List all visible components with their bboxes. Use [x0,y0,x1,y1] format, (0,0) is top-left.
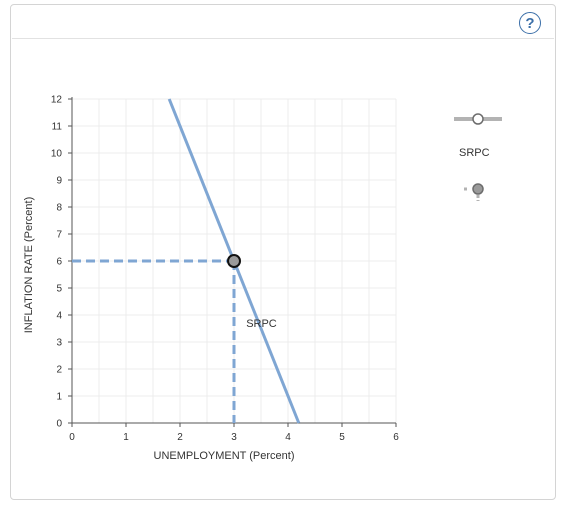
y-tick-label: 12 [51,95,63,106]
y-tick-label: 7 [56,230,62,241]
y-tick-label: 4 [56,311,62,322]
y-tick-label: 1 [56,392,62,403]
y-tick-label: 8 [56,203,62,214]
graph-panel [10,4,556,500]
y-tick-label: 11 [52,122,63,133]
y-axis-title: INFLATION RATE (Percent) [23,197,35,334]
point-drawing-tool[interactable] [462,180,492,202]
y-tick-label: 9 [56,176,62,187]
question-icon: ? [525,14,535,32]
y-tick-label: 10 [51,149,63,160]
help-button[interactable]: ? [519,12,541,34]
y-tick-label: 5 [56,284,62,295]
y-tick-label: 6 [56,257,62,268]
x-tick-label: 3 [231,432,237,443]
x-tick-label: 2 [177,432,183,443]
line-tool-label: SRPC [459,147,490,159]
y-tick-label: 3 [56,338,62,349]
y-tick-label: 0 [56,419,62,430]
line-drawing-tool[interactable] [452,111,504,127]
x-tick-label: 4 [285,432,291,443]
x-tick-labels: 0 1 2 3 4 5 6 [69,423,399,443]
y-tick-label: 2 [56,365,62,376]
grid [71,98,397,424]
panel-divider [12,38,554,39]
dashed-guides [72,259,236,423]
x-axis-title: UNEMPLOYMENT (Percent) [154,450,295,462]
x-tick-label: 1 [123,432,129,443]
x-tick-label: 6 [393,432,399,443]
point-tool-icon [464,183,484,201]
srpc-curve-label: SRPC [246,318,277,330]
line-tool-icon [454,113,502,125]
x-tick-label: 0 [69,432,75,443]
equilibrium-point[interactable] [227,254,241,268]
equilibrium-point-group[interactable] [227,254,241,268]
x-tick-label: 5 [339,432,345,443]
